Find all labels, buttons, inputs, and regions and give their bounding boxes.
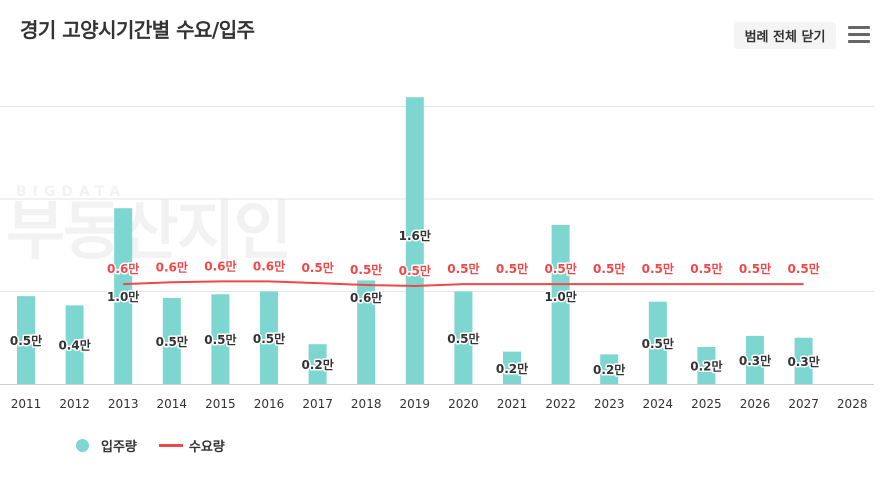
- x-tick-2020: 2020: [448, 397, 479, 411]
- supply-bar-2019: [405, 97, 424, 384]
- supply-bar-2020: [454, 291, 473, 384]
- supply-bar-2018: [357, 280, 376, 384]
- demand-label-2015: 0.6만: [204, 258, 236, 273]
- supply-bar-2012: [65, 305, 84, 384]
- supply-label-2025: 0.2만: [690, 359, 722, 374]
- demand-label-2024: 0.5만: [642, 261, 674, 276]
- demand-label-2023: 0.5만: [593, 261, 625, 276]
- supply-bar-2027: [794, 337, 813, 384]
- x-tick-2025: 2025: [691, 397, 722, 411]
- supply-label-2022: 1.0만: [544, 289, 576, 304]
- x-tick-2018: 2018: [351, 397, 382, 411]
- x-tick-2013: 2013: [108, 397, 139, 411]
- supply-bar-2024: [648, 301, 667, 384]
- supply-bar-2017: [308, 344, 327, 384]
- chart-legend: 입주량 수요량: [76, 436, 247, 455]
- legend-item-demand[interactable]: 수요량: [158, 436, 225, 455]
- legend-supply-label: 입주량: [101, 440, 137, 455]
- x-tick-2014: 2014: [157, 397, 188, 411]
- x-tick-2028: 2028: [837, 397, 868, 411]
- x-tick-2012: 2012: [59, 397, 90, 411]
- x-tick-2016: 2016: [254, 397, 285, 411]
- legend-demand-label: 수요량: [188, 440, 225, 455]
- legend-item-supply[interactable]: 입주량: [76, 436, 137, 455]
- legend-toggle-button[interactable]: 범례 전체 닫기: [734, 22, 836, 49]
- demand-label-2019: 0.5만: [399, 263, 431, 278]
- supply-label-2015: 0.5만: [204, 332, 236, 347]
- supply-bar-2015: [211, 294, 230, 384]
- supply-label-2011: 0.5만: [10, 333, 42, 348]
- x-tick-2019: 2019: [400, 397, 431, 411]
- demand-label-2013: 0.6만: [107, 261, 139, 276]
- supply-label-2019: 1.6만: [399, 228, 431, 243]
- legend-demand-swatch: [158, 444, 183, 447]
- supply-label-2018: 0.6만: [350, 290, 382, 305]
- supply-label-2024: 0.5만: [642, 336, 674, 351]
- supply-label-2012: 0.4만: [58, 338, 90, 353]
- x-tick-2027: 2027: [788, 397, 819, 411]
- demand-label-2018: 0.5만: [350, 262, 382, 277]
- supply-label-2017: 0.2만: [301, 357, 333, 372]
- x-tick-2015: 2015: [205, 397, 236, 411]
- supply-label-2014: 0.5만: [156, 334, 188, 349]
- demand-label-2014: 0.6만: [156, 259, 188, 274]
- supply-label-2023: 0.2만: [593, 362, 625, 377]
- supply-bar-2026: [746, 335, 764, 384]
- demand-label-2026: 0.5만: [739, 261, 771, 276]
- demand-label-2027: 0.5만: [787, 261, 819, 276]
- x-tick-2021: 2021: [497, 397, 528, 411]
- demand-label-2020: 0.5만: [447, 261, 479, 276]
- supply-label-2016: 0.5만: [253, 331, 285, 346]
- demand-label-2016: 0.6만: [253, 258, 285, 273]
- supply-bar-2021: [503, 351, 521, 384]
- supply-bar-2013: [114, 208, 133, 384]
- hamburger-menu-icon[interactable]: [848, 26, 870, 44]
- legend-supply-swatch: [76, 439, 89, 452]
- x-tick-2023: 2023: [594, 397, 625, 411]
- chart-title: 경기 고양시기간별 수요/입주: [20, 18, 255, 42]
- x-tick-2024: 2024: [643, 397, 674, 411]
- supply-bar-2016: [260, 291, 278, 384]
- supply-bar-2014: [162, 297, 181, 384]
- supply-bar-2011: [17, 296, 35, 384]
- supply-bar-2022: [551, 224, 570, 384]
- x-tick-2026: 2026: [740, 397, 771, 411]
- supply-label-2021: 0.2만: [496, 361, 528, 376]
- supply-label-2020: 0.5만: [447, 331, 479, 346]
- x-tick-2022: 2022: [545, 397, 576, 411]
- x-tick-2017: 2017: [302, 397, 333, 411]
- supply-bar-2025: [697, 347, 716, 384]
- supply-label-2026: 0.3만: [739, 353, 771, 368]
- x-tick-2011: 2011: [11, 397, 42, 411]
- supply-bar-2023: [600, 354, 619, 384]
- demand-label-2017: 0.5만: [301, 260, 333, 275]
- supply-label-2013: 1.0만: [107, 289, 139, 304]
- demand-label-2022: 0.5만: [544, 261, 576, 276]
- supply-label-2027: 0.3만: [787, 354, 819, 369]
- demand-line: [123, 280, 804, 287]
- demand-label-2021: 0.5만: [496, 261, 528, 276]
- demand-label-2025: 0.5만: [690, 261, 722, 276]
